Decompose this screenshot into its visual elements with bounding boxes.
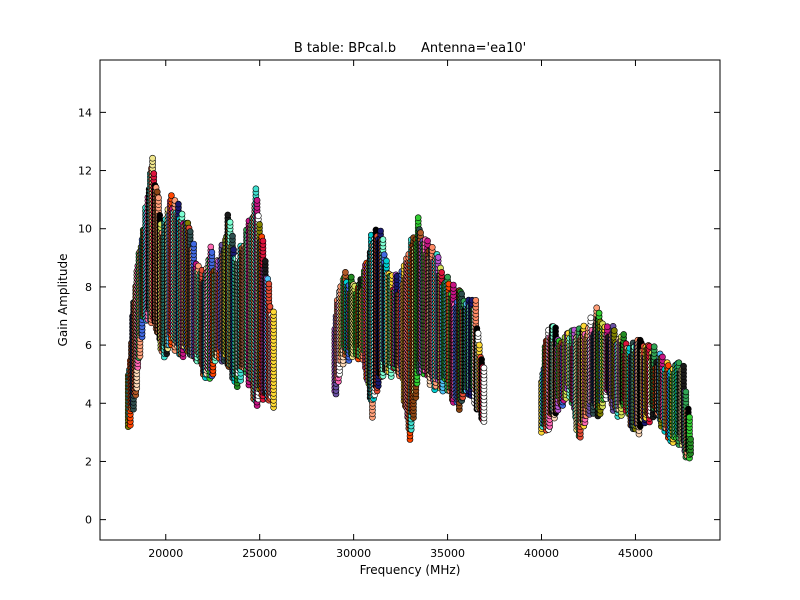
data-point bbox=[208, 249, 216, 256]
data-point bbox=[178, 210, 186, 218]
data-point bbox=[154, 188, 161, 196]
data-point bbox=[190, 240, 197, 248]
data-point bbox=[342, 268, 349, 276]
data-point bbox=[252, 185, 260, 193]
data-point bbox=[230, 246, 237, 253]
data-point bbox=[224, 211, 232, 219]
chart-title: B table: BPcal.b Antenna='ea10' bbox=[294, 41, 526, 56]
data-point bbox=[256, 221, 263, 228]
data-point bbox=[266, 303, 274, 310]
data-point bbox=[207, 243, 215, 251]
data-point bbox=[149, 154, 156, 162]
data-point bbox=[229, 232, 236, 240]
data-point bbox=[270, 308, 277, 316]
data-point bbox=[155, 194, 162, 202]
data-point bbox=[150, 170, 158, 177]
data-point bbox=[253, 197, 261, 204]
data-point bbox=[175, 200, 182, 208]
data-point bbox=[156, 212, 163, 219]
data-point bbox=[186, 228, 194, 235]
data-point bbox=[254, 212, 262, 220]
data-point bbox=[261, 257, 269, 265]
plot-points-layer bbox=[124, 154, 694, 462]
data-point bbox=[347, 273, 355, 281]
data-point bbox=[265, 280, 273, 288]
data-point bbox=[259, 237, 267, 245]
data-point bbox=[226, 218, 234, 226]
